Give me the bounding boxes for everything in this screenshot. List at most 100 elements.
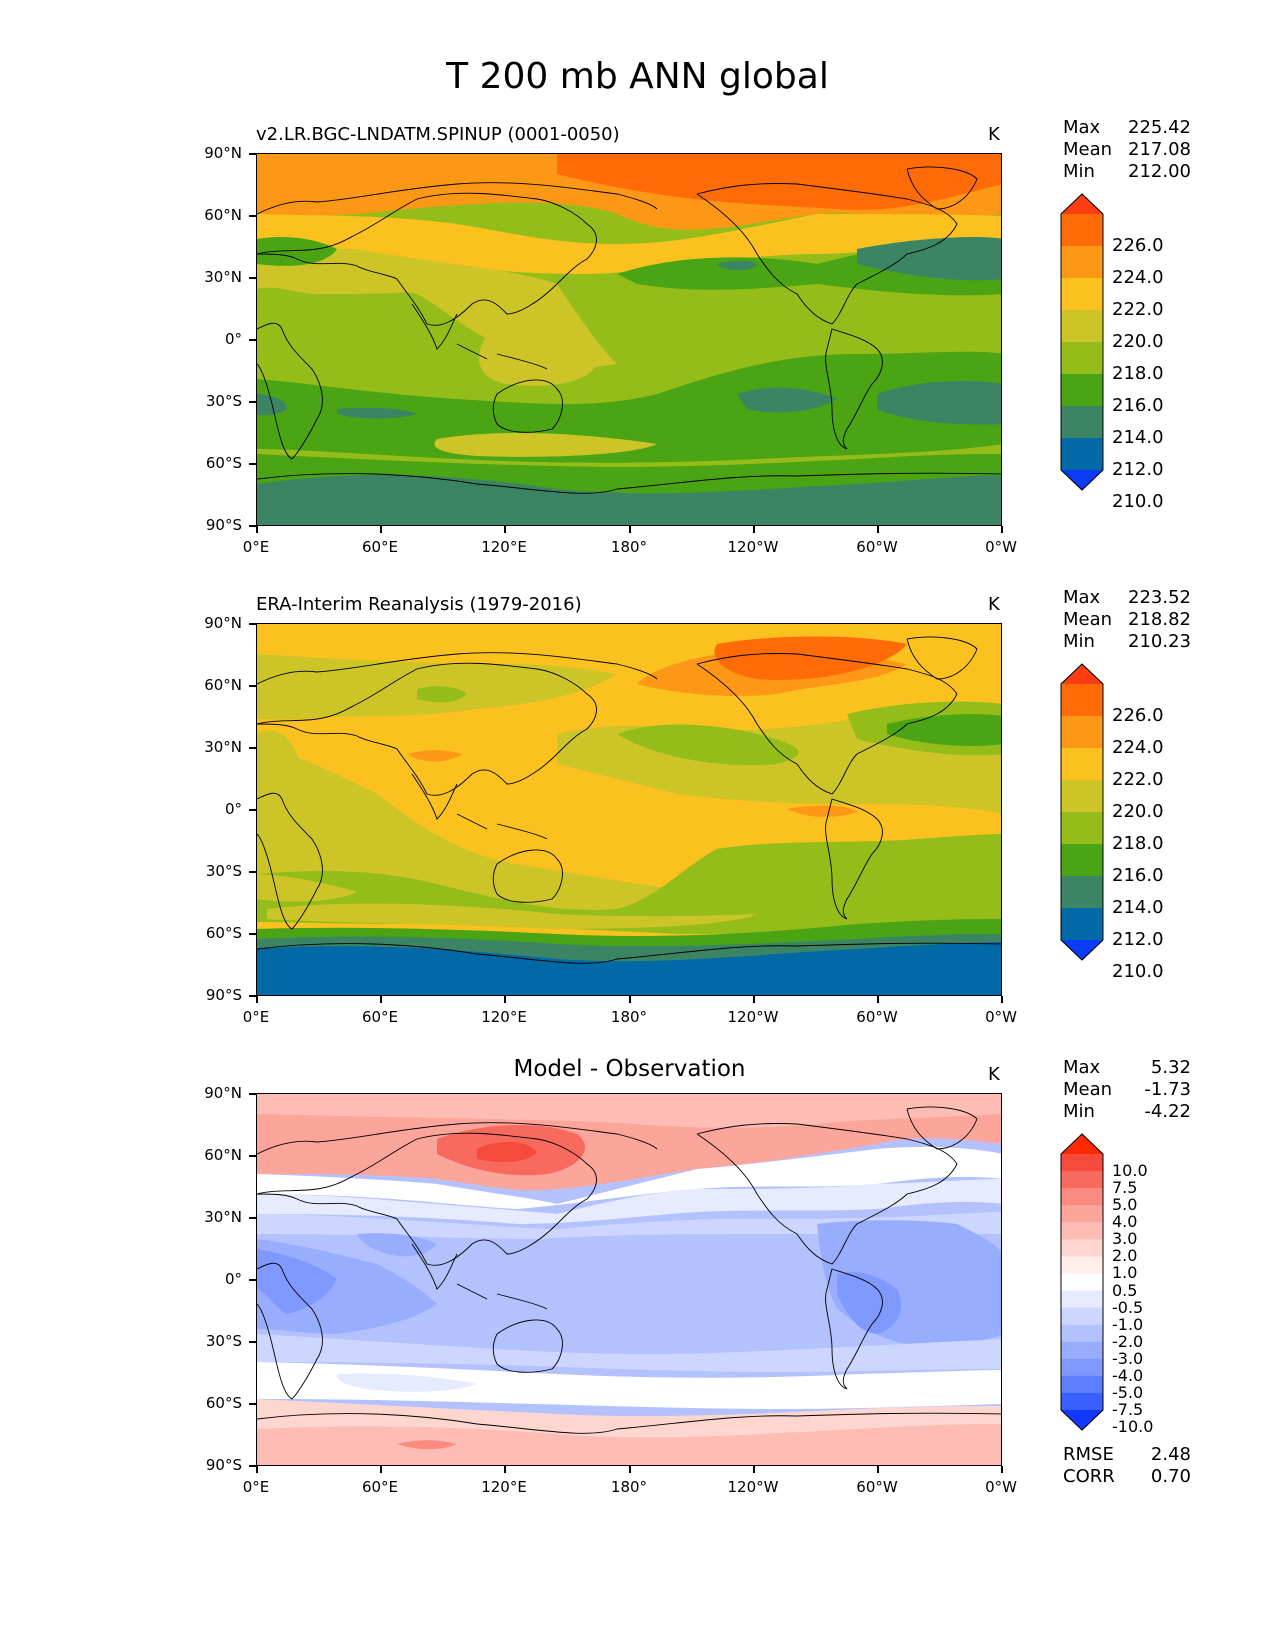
lon-tick-label: 60°W — [856, 538, 898, 556]
panel-units: K — [988, 1064, 1000, 1085]
lon-tick — [877, 526, 879, 533]
stats-box: Max 225.42 Mean 217.08 Min 212.00 — [1063, 117, 1191, 183]
lon-tick — [380, 996, 382, 1003]
figure-title: T 200 mb ANN global — [446, 56, 829, 97]
lat-tick — [249, 1093, 256, 1095]
lat-tick-label: 30°S — [205, 862, 242, 880]
lat-tick-label: 60°S — [205, 924, 242, 942]
colorbar-segment — [1061, 1307, 1103, 1326]
colorbar-segment — [1061, 1375, 1103, 1394]
lat-tick — [249, 1155, 256, 1157]
stat-mean-label: Mean — [1063, 609, 1113, 630]
stat-min-value: -4.22 — [1144, 1101, 1191, 1122]
lon-tick-label: 180° — [610, 538, 648, 556]
panel-units: K — [988, 124, 1000, 145]
colorbar-segment — [1061, 278, 1103, 311]
colorbar-segment — [1061, 844, 1103, 877]
corr-label: CORR — [1063, 1466, 1115, 1487]
colorbar-tick-label: 0.5 — [1112, 1280, 1138, 1300]
colorbar — [1060, 663, 1104, 965]
colorbar-tick-label: 210.0 — [1112, 491, 1164, 512]
rmse-corr-box: RMSE 2.48 CORR 0.70 — [1063, 1444, 1191, 1488]
colorbar-tick-label: 224.0 — [1112, 737, 1164, 758]
colorbar-tick-label: 222.0 — [1112, 299, 1164, 320]
corr-value: 0.70 — [1150, 1466, 1191, 1487]
colorbar-segment — [1061, 1392, 1103, 1411]
colorbar-segment — [1061, 748, 1103, 781]
lat-tick-label: 60°N — [204, 206, 242, 224]
colorbar-tick-label: 10.0 — [1112, 1161, 1148, 1181]
lon-tick-label: 120°E — [481, 1008, 527, 1026]
stat-max-value: 225.42 — [1128, 117, 1191, 138]
rmse-label: RMSE — [1063, 1444, 1114, 1465]
lon-tick-label: 60°E — [361, 1008, 399, 1026]
stat-min-value: 212.00 — [1128, 161, 1191, 182]
colorbar-tick-label: 224.0 — [1112, 267, 1164, 288]
colorbar-segment — [1061, 876, 1103, 909]
panel-difference: Model - Observation K — [0, 940, 1275, 1496]
panel-title: ERA-Interim Reanalysis (1979-2016) — [256, 594, 582, 615]
lat-tick — [249, 339, 256, 341]
lon-tick-label: 0°E — [242, 538, 270, 556]
lon-tick — [877, 996, 879, 1003]
lon-tick-label: 0°W — [985, 1478, 1017, 1496]
lat-tick — [249, 809, 256, 811]
lat-tick-label: 60°S — [205, 454, 242, 472]
lat-tick-label: 90°N — [204, 144, 242, 162]
colorbar-segment — [1061, 246, 1103, 279]
colorbar-tick-label: 214.0 — [1112, 897, 1164, 918]
lat-tick-label: 0° — [224, 330, 242, 348]
lat-tick-label: 30°S — [205, 1332, 242, 1350]
colorbar-extend-min — [1061, 940, 1103, 960]
colorbar-tick-label: 222.0 — [1112, 769, 1164, 790]
lon-tick — [1001, 1466, 1003, 1473]
stat-mean-value: -1.73 — [1144, 1079, 1191, 1100]
colorbar-segment — [1061, 684, 1103, 717]
colorbar-tick-label: -5.0 — [1112, 1382, 1144, 1402]
lon-tick-label: 120°W — [727, 1008, 779, 1026]
lon-tick — [753, 526, 755, 533]
lat-tick-label: 90°S — [205, 986, 242, 1004]
colorbar-extend-min — [1061, 1410, 1103, 1430]
panel-units: K — [988, 594, 1000, 615]
stat-mean-label: Mean — [1063, 1079, 1113, 1100]
lat-tick-label: 30°N — [204, 1208, 242, 1226]
colorbar-segment — [1061, 1205, 1103, 1223]
colorbar-tick-label: -3.0 — [1112, 1348, 1144, 1368]
stat-mean-value: 218.82 — [1128, 609, 1191, 630]
colorbar-tick-label: 226.0 — [1112, 235, 1164, 256]
lon-tick-label: 60°E — [361, 1478, 399, 1496]
lat-tick — [249, 215, 256, 217]
lat-tick-label: 0° — [224, 1270, 242, 1288]
stat-max-label: Max — [1063, 1057, 1101, 1078]
colorbar-segment — [1061, 716, 1103, 749]
stat-min-label: Min — [1063, 1101, 1095, 1122]
colorbar-segment — [1061, 908, 1103, 941]
colorbar-extend-max — [1061, 194, 1103, 214]
colorbar-extend-min — [1061, 470, 1103, 490]
lat-tick — [249, 1217, 256, 1219]
colorbar-extend-max — [1061, 1134, 1103, 1154]
lat-tick — [249, 1279, 256, 1281]
colorbar-segment — [1061, 342, 1103, 375]
lon-tick-label: 60°E — [361, 538, 399, 556]
lat-tick — [249, 463, 256, 465]
map-model — [256, 153, 1002, 526]
colorbar-tick-label: 218.0 — [1112, 363, 1164, 384]
lon-tick-label: 120°E — [481, 1478, 527, 1496]
colorbar-tick-label: -1.0 — [1112, 1314, 1144, 1334]
lat-tick-label: 30°N — [204, 268, 242, 286]
lon-tick-label: 60°W — [856, 1008, 898, 1026]
colorbar-segment — [1061, 1188, 1103, 1206]
colorbar-tick-label: 220.0 — [1112, 801, 1164, 822]
lon-tick-label: 60°W — [856, 1478, 898, 1496]
colorbar-tick-label: 1.0 — [1112, 1263, 1138, 1283]
colorbar — [1060, 1133, 1104, 1435]
lon-tick — [256, 1466, 258, 1473]
stats-box: Max 5.32 Mean -1.73 Min -4.22 — [1063, 1057, 1191, 1123]
panel-title: Model - Observation — [513, 1056, 746, 1082]
stat-mean-label: Mean — [1063, 139, 1113, 160]
colorbar-tick-label: 214.0 — [1112, 427, 1164, 448]
lat-tick-label: 60°S — [205, 1394, 242, 1412]
lon-tick-label: 180° — [610, 1478, 648, 1496]
